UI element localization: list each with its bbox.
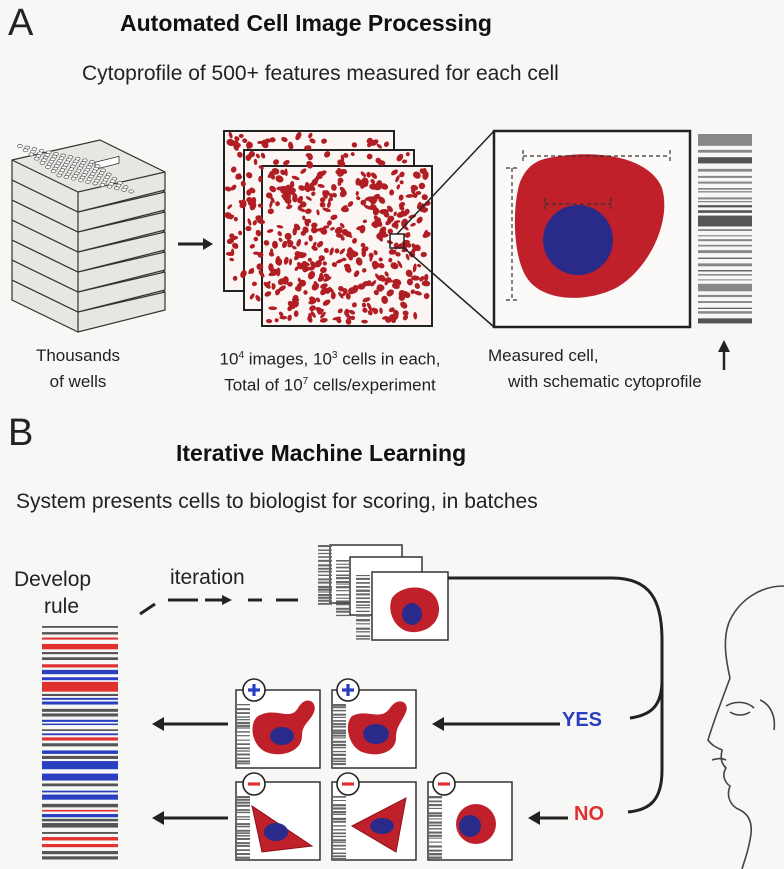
wells-caption-line2: of wells (49, 372, 107, 391)
negative-sign-icon (241, 771, 267, 797)
biologist-face (707, 585, 784, 869)
arrow-to-images (178, 238, 213, 250)
arrow-up-to-profile (718, 340, 730, 370)
iteration-arrow (139, 595, 298, 616)
positive-sign-icon (335, 677, 361, 703)
cell-nucleus (543, 205, 613, 275)
rule-barcode (42, 626, 118, 860)
cytoprofile-barcode (698, 134, 752, 324)
panel-b-subtitle: System presents cells to biologist for s… (16, 490, 538, 513)
develop-label-line2: rule (44, 595, 80, 618)
images-caption-text: cells in each, (337, 349, 441, 369)
image-stack (223, 130, 433, 327)
zoom-lines (396, 130, 495, 328)
measurement-lines (506, 150, 671, 301)
yes-row (152, 677, 560, 769)
iteration-label: iteration (170, 566, 245, 589)
images-caption-sup: 3 (331, 350, 338, 361)
images-caption-text: cells/experiment (308, 375, 436, 395)
well-plate-stack (11, 139, 166, 333)
cell-caption-line1: Measured cell, (488, 346, 599, 365)
no-row (152, 771, 568, 861)
images-caption-sup: 4 (238, 350, 245, 361)
images-caption-sup: 7 (302, 376, 309, 387)
wells-caption-line1: Thousands (35, 346, 121, 365)
cell-caption-line2: with schematic cytoprofile (508, 372, 702, 391)
images-caption-text: Total of 10 (224, 375, 303, 395)
negative-sign-icon (431, 771, 457, 797)
positive-sign-icon (241, 677, 267, 703)
panel-b-title: Iterative Machine Learning (176, 440, 467, 466)
images-caption-text: images, 10 (244, 349, 332, 369)
images-caption-text: 10 (219, 349, 239, 369)
negative-sign-icon (335, 771, 361, 797)
measured-cell-panel (492, 129, 692, 329)
panel-b-letter: B (8, 412, 34, 454)
feedback-loop (448, 576, 664, 814)
panel-a-title: Automated Cell Image Processing (120, 10, 492, 36)
images-caption-line1: 104 images, 103 cells in each, (180, 345, 480, 371)
develop-label-line1: Develop (14, 568, 92, 591)
batch-image-stack (318, 544, 449, 641)
yes-label: YES (562, 709, 603, 731)
panel-a-subtitle: Cytoprofile of 500+ features measured fo… (82, 62, 559, 85)
no-label: NO (574, 803, 604, 825)
panel-a-letter: A (8, 2, 34, 44)
images-caption-line2: Total of 107 cells/experiment (180, 371, 480, 397)
